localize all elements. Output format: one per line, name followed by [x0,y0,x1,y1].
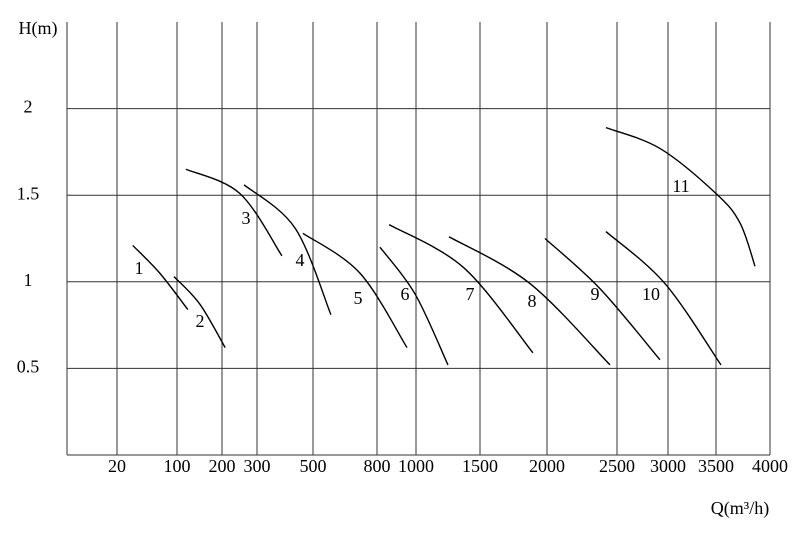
x-tick-label: 1500 [462,456,498,476]
y-tick-label: 2 [24,97,33,117]
curve-label: 3 [242,208,251,228]
pump-curve [605,126,756,267]
y-tick-label: 0.5 [17,357,40,377]
pump-curve [243,184,332,315]
pump-curve [379,246,449,366]
x-tick-label: 200 [209,456,236,476]
x-tick-label: 2000 [529,456,565,476]
x-tick-label: 2500 [599,456,635,476]
pump-curve [388,224,534,354]
curve-label: 8 [528,291,537,311]
pump-curve [185,168,283,257]
curve-label: 4 [296,250,305,270]
pump-curve [448,236,611,366]
x-tick-label: 300 [244,456,271,476]
x-tick-label: 100 [164,456,191,476]
x-tick-label: 3500 [698,456,734,476]
curve-label: 10 [642,284,660,304]
y-axis-label: H(m) [19,18,58,39]
pump-curve [605,231,722,366]
curve-label: 2 [196,311,205,331]
y-tick-label: 1.5 [17,183,40,203]
curve-label: 5 [354,288,363,308]
y-tick-label: 1 [24,270,33,290]
curve-label: 9 [591,284,600,304]
pump-curve [173,276,226,348]
x-tick-label: 3000 [650,456,686,476]
pump-curve [544,237,661,361]
curve-label: 1 [135,258,144,278]
x-axis-label: Q(m³/h) [711,498,769,519]
x-tick-label: 1000 [398,456,434,476]
x-tick-label: 20 [108,456,126,476]
curve-label: 6 [401,284,410,304]
curve-label: 11 [672,176,689,196]
curve-label: 7 [466,284,475,304]
pump-curve [302,232,408,348]
pump-curve [132,244,189,310]
x-tick-label: 4000 [752,456,788,476]
x-tick-label: 500 [300,456,327,476]
x-tick-label: 800 [364,456,391,476]
